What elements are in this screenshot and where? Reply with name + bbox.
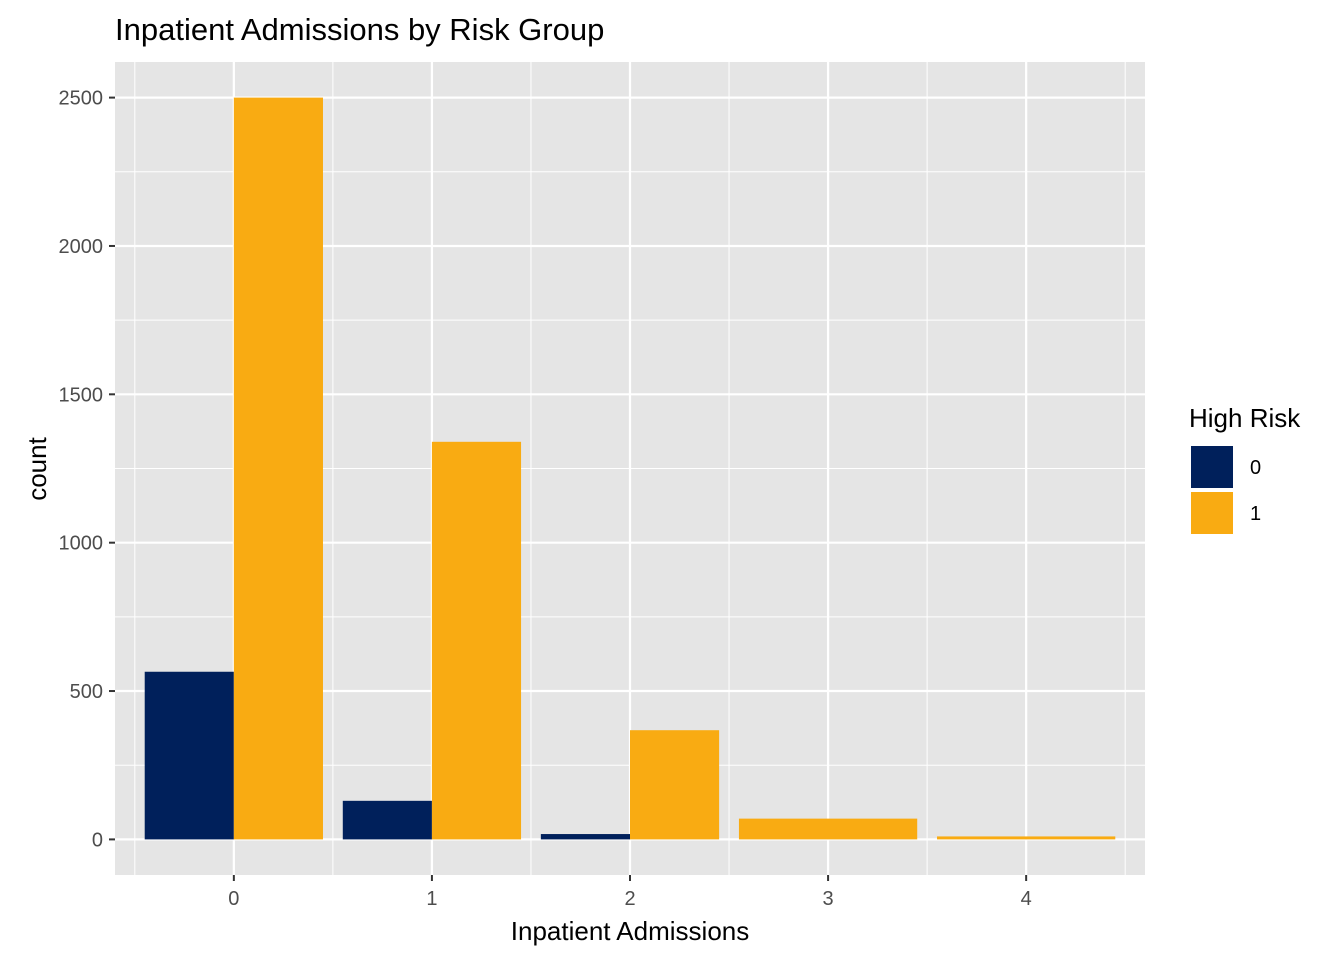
chart-title: Inpatient Admissions by Risk Group <box>115 12 604 47</box>
bar-2-series-0 <box>540 834 630 840</box>
plot-panel <box>115 62 1145 875</box>
y-tick-label: 0 <box>92 829 103 851</box>
x-tick-label: 0 <box>228 888 239 910</box>
y-tick-label: 2500 <box>59 88 104 110</box>
legend: High Risk 0 1 <box>1189 403 1301 536</box>
y-tick-label: 500 <box>70 681 103 703</box>
bar-1-series-0 <box>342 800 432 840</box>
x-tick-label: 4 <box>1021 888 1032 910</box>
x-tick-label: 1 <box>426 888 437 910</box>
bar-1-series-1 <box>431 441 522 840</box>
legend-label-1: 1 <box>1250 503 1261 525</box>
bar-0-series-1 <box>233 97 323 840</box>
y-axis-title: count <box>22 436 52 500</box>
x-tick-label: 3 <box>823 888 834 910</box>
x-axis-title: Inpatient Admissions <box>511 916 749 946</box>
y-tick-label: 2000 <box>59 236 104 258</box>
legend-key-1 <box>1189 490 1235 536</box>
legend-title: High Risk <box>1189 403 1301 433</box>
x-tick-label: 2 <box>624 888 635 910</box>
legend-key-0 <box>1189 444 1235 490</box>
bar-2-series-1 <box>630 730 720 840</box>
y-tick-label: 1000 <box>59 533 104 555</box>
y-tick-label: 1500 <box>59 384 104 406</box>
bar-3-series-1 <box>738 818 918 840</box>
legend-label-0: 0 <box>1250 457 1261 479</box>
y-axis: 0 500 1000 1500 2000 2500 <box>59 88 115 851</box>
bar-4-series-1 <box>937 836 1116 840</box>
bar-0-series-0 <box>144 671 234 840</box>
x-axis: 0 1 2 3 4 <box>228 875 1032 910</box>
